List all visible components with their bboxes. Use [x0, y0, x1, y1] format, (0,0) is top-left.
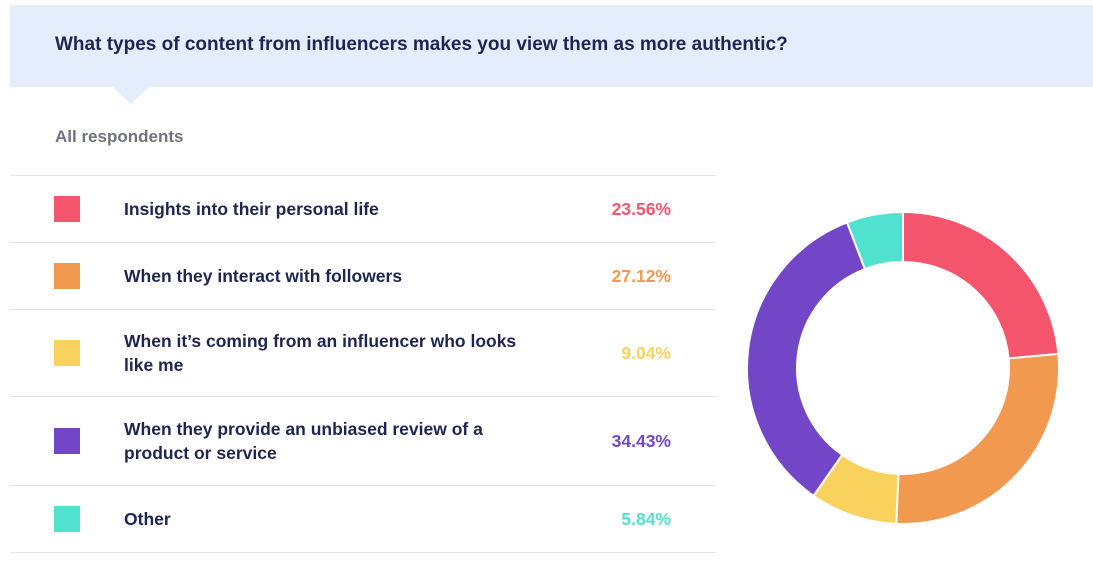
legend-swatch [54, 506, 80, 532]
legend-value: 5.84% [621, 508, 671, 529]
legend-label: Insights into their personal life [124, 199, 379, 219]
legend-swatch [54, 196, 80, 222]
legend-swatch [54, 263, 80, 289]
donut-slice [746, 221, 867, 498]
legend-swatch [54, 340, 80, 366]
donut-chart [746, 210, 1060, 525]
header-pointer [113, 87, 149, 104]
respondents-subtitle: All respondents [55, 127, 184, 146]
legend-swatch [54, 428, 80, 454]
legend-row: Other 5.84% [10, 486, 716, 553]
legend-value: 9.04% [621, 342, 671, 363]
legend-row: When it’s coming from an influencer who … [10, 310, 716, 397]
legend-row: When they interact with followers 27.12% [10, 243, 716, 310]
legend-label: Other [124, 509, 171, 529]
legend-label: When it’s coming from an influencer who … [124, 331, 517, 375]
legend-label: When they provide an unbiased review of … [124, 419, 483, 463]
legend-table: Insights into their personal life 23.56%… [10, 175, 716, 553]
legend-value: 23.56% [611, 198, 671, 219]
legend-row: When they provide an unbiased review of … [10, 397, 716, 486]
chart-title: What types of content from influencers m… [55, 34, 788, 55]
legend-value: 27.12% [611, 265, 671, 286]
legend-value: 34.43% [611, 430, 671, 451]
legend-row: Insights into their personal life 23.56% [10, 176, 716, 243]
donut-slice [895, 352, 1060, 525]
donut-slice [845, 210, 904, 271]
donut-slice [902, 210, 1060, 360]
question-header: What types of content from influencers m… [10, 5, 1093, 87]
legend-label: When they interact with followers [124, 266, 403, 286]
